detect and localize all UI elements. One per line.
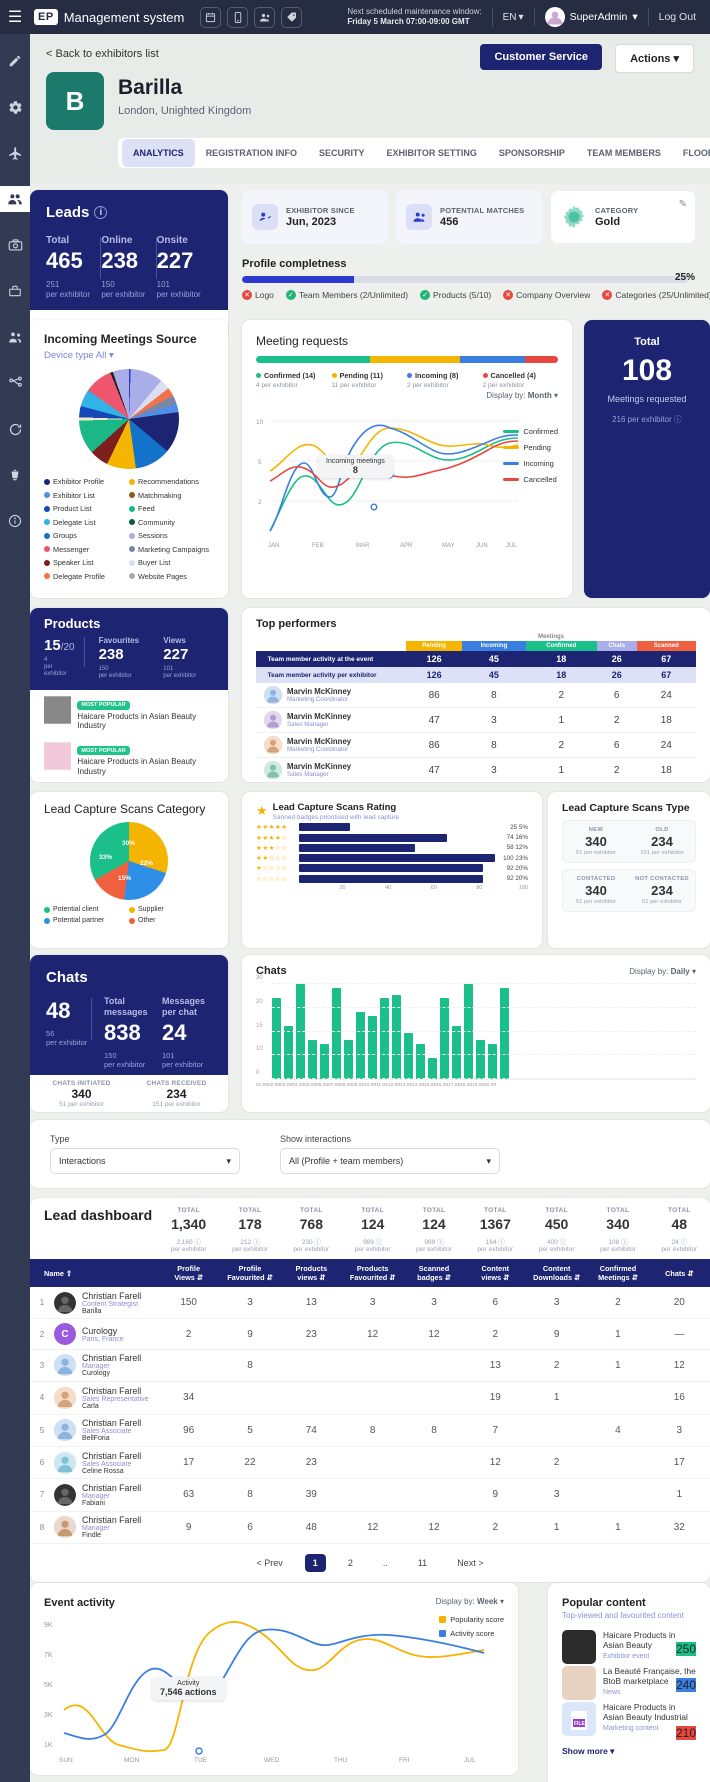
svg-text:3K: 3K [44, 1712, 53, 1719]
svg-text:APR: APR [400, 543, 413, 549]
svg-text:FEB: FEB [312, 543, 324, 549]
svg-text:1K: 1K [44, 1742, 53, 1749]
svg-text:MAY: MAY [442, 543, 455, 549]
svg-text:5K: 5K [44, 1682, 53, 1689]
svg-text:5: 5 [258, 459, 262, 466]
svg-text:JUL: JUL [506, 543, 517, 549]
svg-text:THU: THU [334, 1757, 348, 1764]
svg-text:10: 10 [256, 419, 264, 426]
svg-text:7K: 7K [44, 1652, 53, 1659]
svg-text:WED: WED [264, 1757, 279, 1764]
svg-text:JUL: JUL [464, 1757, 476, 1764]
svg-text:MON: MON [124, 1757, 139, 1764]
svg-text:SUN: SUN [59, 1757, 73, 1764]
svg-text:TUE: TUE [194, 1757, 208, 1764]
svg-text:MAR: MAR [356, 543, 370, 549]
svg-text:2: 2 [258, 499, 262, 506]
svg-text:9K: 9K [44, 1622, 53, 1629]
svg-text:JAN: JAN [268, 543, 279, 549]
svg-text:JUN: JUN [476, 543, 488, 549]
svg-text:FILE: FILE [574, 1721, 585, 1727]
svg-text:FRI: FRI [399, 1757, 410, 1764]
